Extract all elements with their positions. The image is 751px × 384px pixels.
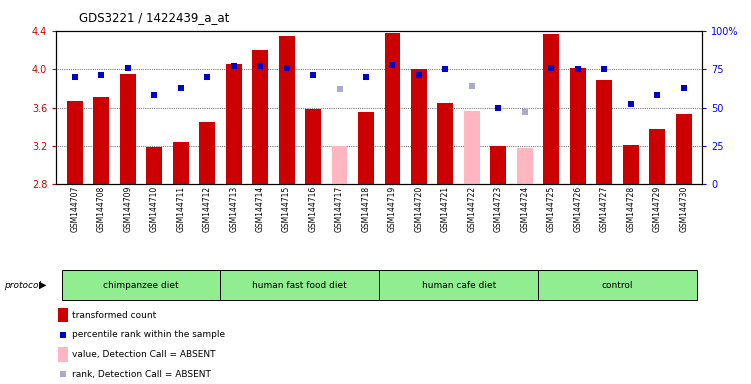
Text: GSM144727: GSM144727 (600, 186, 609, 232)
Bar (62, 270, 221, 300)
Text: chimpanzee diet: chimpanzee diet (103, 281, 179, 290)
Bar (464, 111, 480, 184)
Bar (438, 103, 454, 184)
Text: control: control (602, 281, 633, 290)
Bar (252, 50, 268, 184)
Text: GSM144712: GSM144712 (203, 186, 212, 232)
Text: GSM144713: GSM144713 (229, 186, 238, 232)
Text: GSM144718: GSM144718 (361, 186, 370, 232)
Bar (538, 270, 697, 300)
Bar (221, 270, 379, 300)
Text: GSM144710: GSM144710 (149, 186, 158, 232)
Text: GSM144726: GSM144726 (573, 186, 582, 232)
Bar (358, 112, 374, 184)
Bar (517, 148, 532, 184)
Bar (120, 74, 136, 184)
Bar (305, 109, 321, 184)
Text: GSM144709: GSM144709 (123, 186, 132, 232)
Text: GSM144730: GSM144730 (679, 186, 688, 232)
Bar (173, 142, 189, 184)
Text: GSM144719: GSM144719 (388, 186, 397, 232)
Text: human cafe diet: human cafe diet (421, 281, 496, 290)
Text: GSM144721: GSM144721 (441, 186, 450, 232)
Bar (332, 146, 348, 184)
Text: GSM144724: GSM144724 (520, 186, 529, 232)
Bar (490, 146, 506, 184)
Bar (58, 348, 68, 362)
Text: GSM144728: GSM144728 (626, 186, 635, 232)
Text: rank, Detection Call = ABSENT: rank, Detection Call = ABSENT (72, 370, 211, 379)
Bar (146, 147, 162, 184)
Bar (570, 68, 586, 184)
Bar (411, 69, 427, 184)
Text: GSM144720: GSM144720 (415, 186, 424, 232)
Bar (279, 36, 294, 184)
Text: GSM144714: GSM144714 (255, 186, 264, 232)
Text: protocol: protocol (4, 281, 41, 290)
Text: GSM144707: GSM144707 (71, 186, 80, 232)
Bar (650, 129, 665, 184)
Text: GSM144723: GSM144723 (494, 186, 503, 232)
Bar (544, 34, 559, 184)
Bar (623, 145, 638, 184)
Text: percentile rank within the sample: percentile rank within the sample (72, 330, 225, 339)
Text: GSM144708: GSM144708 (97, 186, 106, 232)
Bar (676, 114, 692, 184)
Bar (596, 79, 612, 184)
Text: GDS3221 / 1422439_a_at: GDS3221 / 1422439_a_at (79, 12, 229, 25)
Text: GSM144711: GSM144711 (176, 186, 185, 232)
Text: GSM144717: GSM144717 (335, 186, 344, 232)
Text: transformed count: transformed count (72, 311, 156, 319)
Bar (226, 64, 242, 184)
Text: human fast food diet: human fast food diet (252, 281, 347, 290)
Text: ▶: ▶ (39, 280, 47, 290)
Bar (379, 270, 538, 300)
Bar (385, 33, 400, 184)
Text: GSM144716: GSM144716 (309, 186, 318, 232)
Text: GSM144729: GSM144729 (653, 186, 662, 232)
Text: GSM144725: GSM144725 (547, 186, 556, 232)
Text: GSM144722: GSM144722 (467, 186, 476, 232)
Bar (199, 122, 215, 184)
Text: value, Detection Call = ABSENT: value, Detection Call = ABSENT (72, 350, 216, 359)
Bar (93, 97, 109, 184)
Bar (58, 308, 68, 322)
Text: GSM144715: GSM144715 (282, 186, 291, 232)
Bar (67, 101, 83, 184)
